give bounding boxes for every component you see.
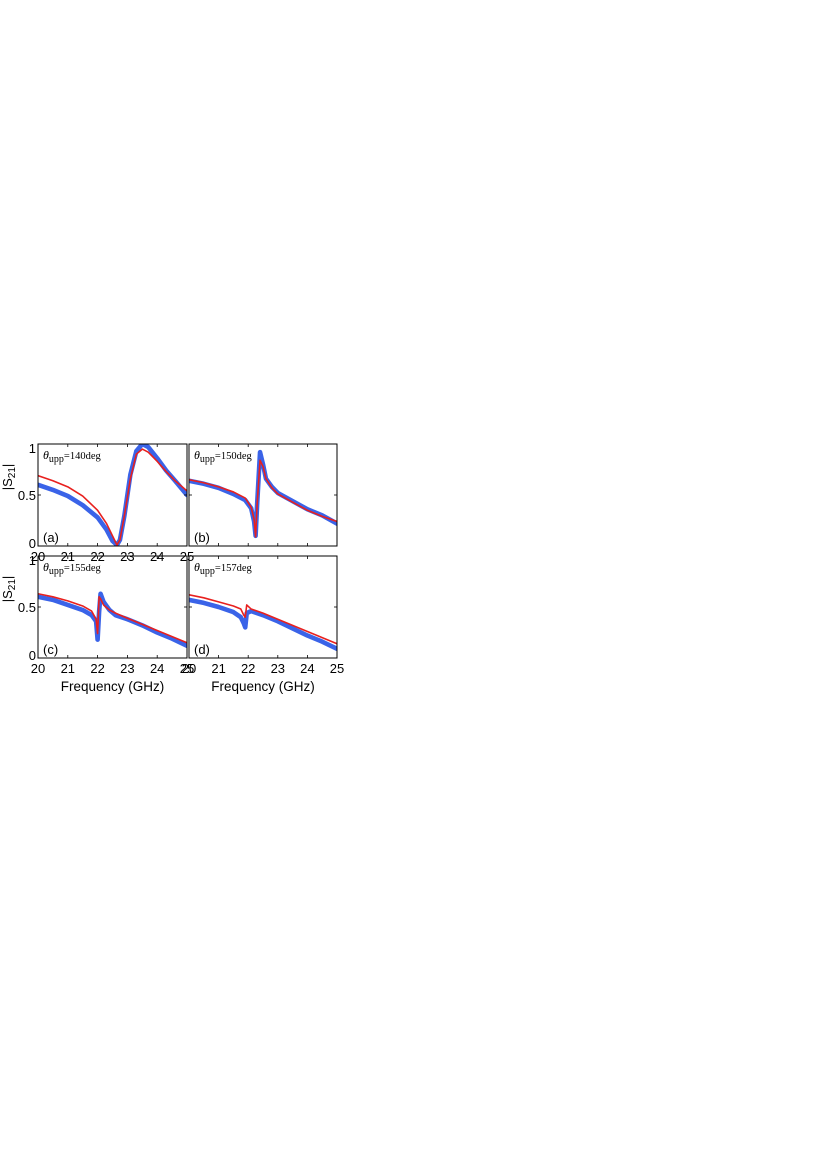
y-tick-label: 0.5 [18,488,36,503]
angle-annotation: θupp=155deg [43,560,101,577]
y-tick-label: 1 [29,441,36,456]
y-tick-label: 1 [29,553,36,568]
fit-trace-0 [38,448,187,546]
y-axis-label: |S21| [0,576,18,603]
panel-label: (a) [43,530,59,545]
measured-trace-3 [189,597,337,652]
x-tick-label: 24 [300,661,314,676]
x-tick-label: 20 [31,661,45,676]
fit-trace-1 [189,459,337,538]
y-tick-label: 0 [29,536,36,551]
x-tick-label: 20 [182,661,196,676]
x-tick-label: 25 [180,661,194,676]
y-tick-label: 0 [29,648,36,663]
x-tick-label: 25 [330,661,344,676]
panel-c: 20 21 22 23 24 25 0 0.5 1 |S21| Frequency (GHz) (c)… [0,553,194,694]
x-tick-label: 23 [120,661,134,676]
panel-label: (d) [194,642,210,657]
x-axis-label: Frequency (GHz) [61,679,165,694]
x-tick-label: 22 [241,661,255,676]
fit-trace-2 [38,592,187,644]
angle-annotation: θupp=150deg [194,448,252,465]
x-tick-label: 22 [90,661,104,676]
x-axis-label: Frequency (GHz) [211,679,315,694]
panel-label: (b) [194,530,210,545]
panel-label: (c) [43,642,58,657]
panel-b: (b) θupp=150deg [188,443,338,547]
x-tick-label: 21 [61,661,75,676]
x-tick-label: 24 [150,661,164,676]
x-tick-label: 21 [211,661,225,676]
measured-trace-2 [38,591,187,649]
panel-d: 20 21 22 23 24 25 Frequency (GHz) (d) θupp=157de… [182,555,344,694]
y-tick-label: 0.5 [18,600,36,615]
y-axis-label: |S21| [0,464,18,491]
x-tick-label: 23 [271,661,285,676]
angle-annotation: θupp=140deg [43,448,101,465]
angle-annotation: θupp=157deg [194,560,252,577]
fit-trace-3 [189,593,337,645]
